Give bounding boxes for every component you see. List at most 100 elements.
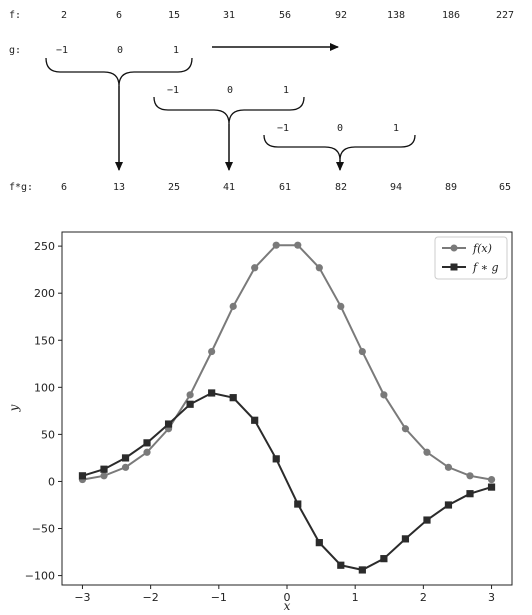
data-point-fg xyxy=(272,455,280,463)
brace-2 xyxy=(153,96,305,125)
y-tick-label: 150 xyxy=(34,334,55,347)
data-point-f xyxy=(444,463,453,471)
x-tick-label: −1 xyxy=(211,591,227,604)
kernel-value: 0 xyxy=(117,45,123,56)
data-point-f xyxy=(186,391,194,399)
data-point-fg xyxy=(444,501,453,509)
data-point-f xyxy=(143,448,151,456)
data-point-f xyxy=(121,463,130,471)
y-tick-label: 250 xyxy=(34,240,55,253)
kernel-value: 1 xyxy=(283,85,289,96)
legend: f(x) f ∗ g xyxy=(434,236,508,280)
fg-values-row: 6 13 25 41 61 82 94 89 65 xyxy=(61,182,511,193)
axis-ticks: −3 −2 −1 0 1 2 3 −100 −50 0 50 100 150 200 250 xyxy=(25,240,495,604)
kernel-value: 1 xyxy=(393,123,399,134)
data-point-fg xyxy=(251,416,259,424)
x-tick-label: 1 xyxy=(352,591,359,604)
f-values-row: 2 6 15 31 56 92 138 186 227 xyxy=(61,10,514,21)
data-point-fg xyxy=(208,389,216,397)
y-tick-label: 0 xyxy=(48,475,55,488)
kernel-value: 0 xyxy=(337,123,343,134)
data-point-fg xyxy=(100,465,108,473)
legend-label-fg: f ∗ g xyxy=(472,261,499,274)
x-tick-label: 0 xyxy=(284,591,291,604)
data-point-f xyxy=(380,391,388,399)
data-point-fg xyxy=(229,394,237,402)
f-value: 92 xyxy=(335,10,347,21)
kernel-value: 0 xyxy=(227,85,233,96)
f-value: 56 xyxy=(279,10,291,21)
series-line-f xyxy=(82,244,492,481)
fg-value: 25 xyxy=(168,182,180,193)
kernel-value: −1 xyxy=(167,85,179,96)
fg-row-label: f*g: xyxy=(9,182,33,193)
f-value: 138 xyxy=(387,10,405,21)
series-layer xyxy=(78,241,496,574)
kernel-value: −1 xyxy=(277,123,289,134)
data-point-fg xyxy=(294,500,302,508)
fg-value: 82 xyxy=(335,182,347,193)
data-point-fg xyxy=(186,400,194,408)
data-point-f xyxy=(423,448,431,456)
data-point-fg xyxy=(315,539,323,547)
kernel-3: −1 0 1 xyxy=(263,123,416,171)
data-point-fg xyxy=(121,454,130,462)
data-point-f xyxy=(358,347,366,356)
fg-value: 65 xyxy=(499,182,511,193)
data-point-f xyxy=(272,241,280,249)
data-point-fg xyxy=(337,561,345,569)
data-point-fg xyxy=(401,535,410,543)
data-point-fg xyxy=(380,555,388,563)
x-tick-label: −3 xyxy=(74,591,90,604)
x-tick-label: 3 xyxy=(488,591,495,604)
data-point-f xyxy=(100,472,108,480)
data-point-fg xyxy=(143,439,151,447)
y-tick-label: 100 xyxy=(34,381,55,394)
x-tick-label: −2 xyxy=(143,591,159,604)
data-point-f xyxy=(294,241,302,249)
fg-value: 13 xyxy=(113,182,125,193)
fg-value: 41 xyxy=(223,182,235,193)
brace-1 xyxy=(45,57,193,87)
fg-value: 61 xyxy=(279,182,291,193)
line-chart: −3 −2 −1 0 1 2 3 −100 −50 0 50 100 150 200 250 x y f(x… xyxy=(7,231,513,613)
y-tick-label: 200 xyxy=(34,287,55,300)
y-tick-label: 50 xyxy=(41,428,55,441)
data-point-fg xyxy=(358,566,366,574)
g-row-label: g: xyxy=(9,45,21,56)
f-value: 31 xyxy=(223,10,235,21)
data-point-fg xyxy=(466,490,474,498)
data-point-f xyxy=(315,264,323,272)
y-tick-label: −100 xyxy=(25,570,55,583)
kernel-1: −1 0 1 xyxy=(45,45,193,171)
data-point-f xyxy=(337,302,345,310)
data-point-f xyxy=(466,472,474,480)
x-tick-label: 2 xyxy=(420,591,427,604)
f-value: 2 xyxy=(61,10,67,21)
data-point-f xyxy=(229,302,237,310)
kernel-2: −1 0 1 xyxy=(153,85,305,171)
kernel-value: 1 xyxy=(173,45,179,56)
data-point-fg xyxy=(487,483,496,491)
f-value: 15 xyxy=(168,10,180,21)
f-value: 186 xyxy=(442,10,460,21)
data-point-f xyxy=(401,425,410,433)
legend-label-f: f(x) xyxy=(472,242,492,255)
legend-marker-fg xyxy=(450,263,458,271)
x-axis-label: x xyxy=(284,599,291,613)
data-point-fg xyxy=(423,516,431,524)
plot-frame xyxy=(61,231,513,586)
series-line-fg xyxy=(82,391,492,571)
legend-marker-f xyxy=(450,244,458,252)
data-point-f xyxy=(487,475,496,484)
f-row-label: f: xyxy=(9,10,21,21)
data-point-fg xyxy=(78,472,87,480)
kernel-value: −1 xyxy=(56,45,68,56)
fg-value: 89 xyxy=(445,182,457,193)
f-value: 227 xyxy=(496,10,514,21)
y-axis-label: y xyxy=(7,404,21,412)
fg-value: 94 xyxy=(390,182,402,193)
y-tick-label: −50 xyxy=(32,523,55,536)
brace-3 xyxy=(263,134,416,161)
f-value: 6 xyxy=(116,10,122,21)
